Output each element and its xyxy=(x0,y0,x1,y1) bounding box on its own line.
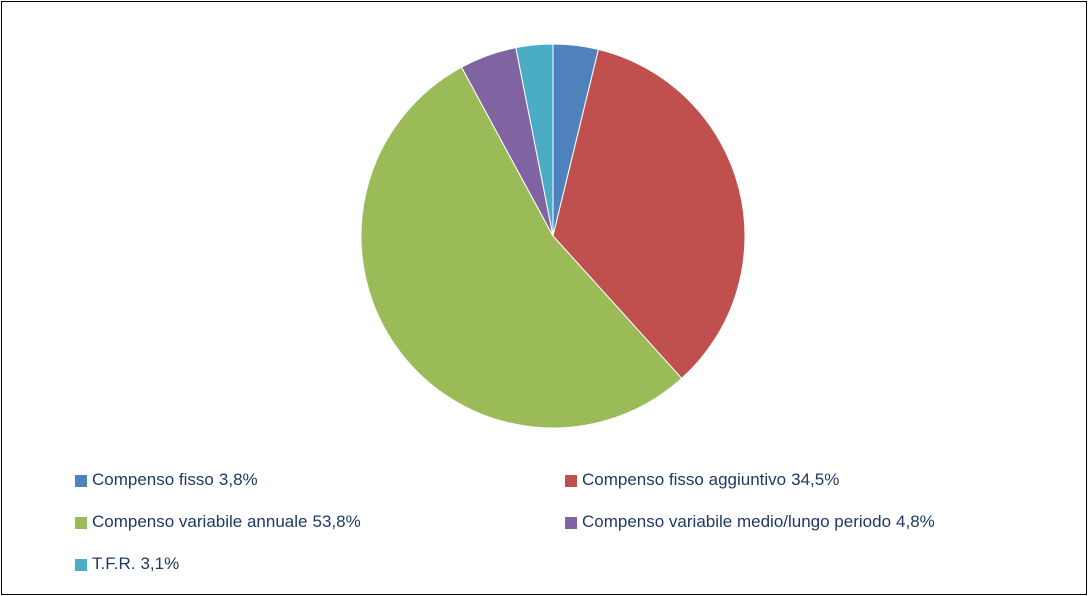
legend-swatch xyxy=(75,517,87,529)
legend-category: Compenso variabile annuale xyxy=(92,512,307,531)
pie-slice xyxy=(360,66,683,429)
legend-label: Compenso fisso 3,8% xyxy=(92,470,258,489)
legend-label: Compenso variabile medio/lungo periodo 4,… xyxy=(582,512,935,531)
legend-label: Compenso variabile annuale 53,8% xyxy=(92,512,361,531)
legend-swatch xyxy=(75,559,87,571)
legend-category: Compenso fisso xyxy=(92,470,214,489)
legend-value: 4,8% xyxy=(896,512,935,531)
legend-swatch xyxy=(565,475,577,487)
legend-value: 3,1% xyxy=(140,554,179,573)
legend-value: 34,5% xyxy=(791,470,839,489)
legend-label: Compenso fisso aggiuntivo 34,5% xyxy=(582,470,839,489)
legend-category: Compenso variabile medio/lungo periodo xyxy=(582,512,891,531)
legend-category: T.F.R. xyxy=(92,554,135,573)
legend-label: T.F.R. 3,1% xyxy=(92,554,179,573)
legend-swatch xyxy=(75,475,87,487)
pie-slice xyxy=(552,48,746,380)
pie-slice xyxy=(515,43,554,237)
legend-swatch xyxy=(565,517,577,529)
legend-value: 53,8% xyxy=(312,512,360,531)
legend-value: 3,8% xyxy=(219,470,258,489)
legend-category: Compenso fisso aggiuntivo xyxy=(582,470,786,489)
